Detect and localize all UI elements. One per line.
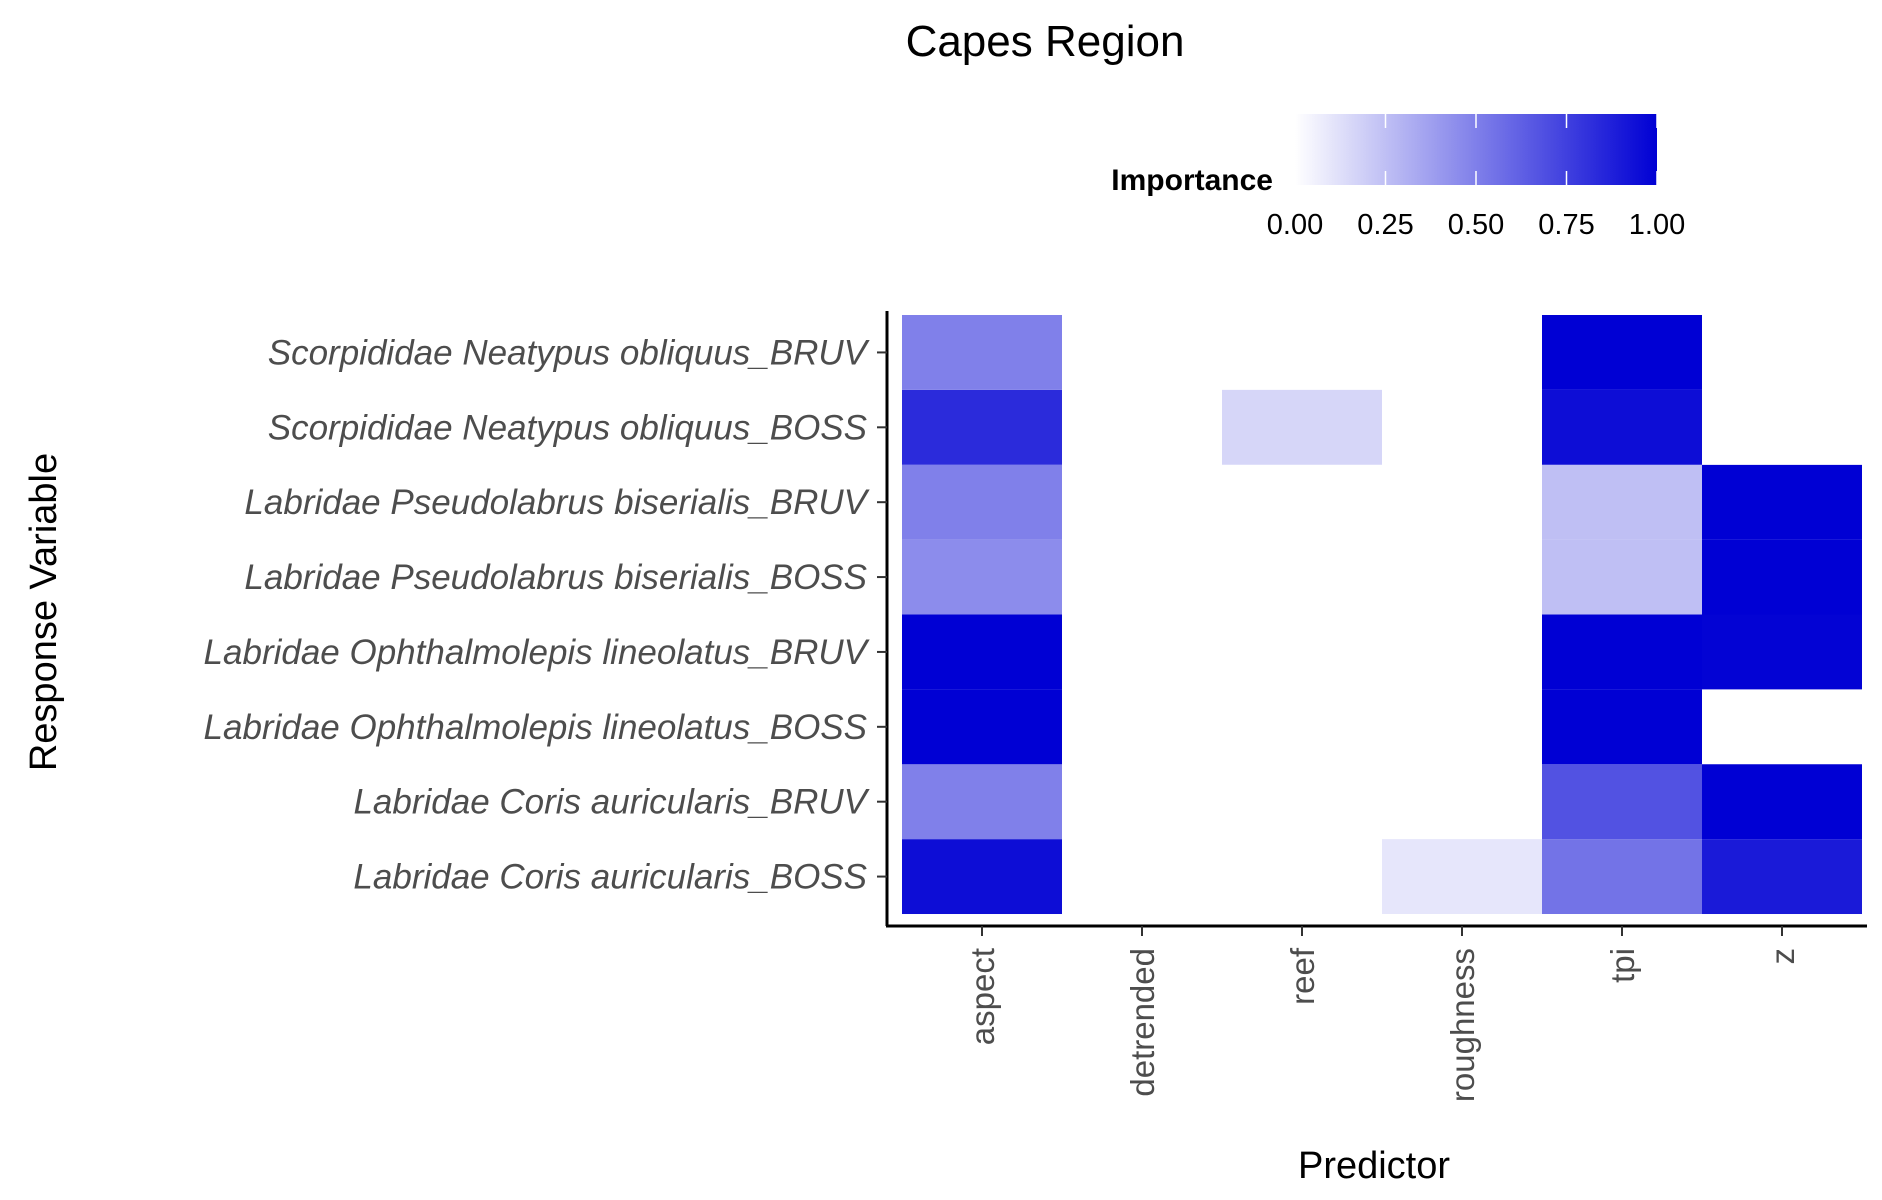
- y-axis-title: Response Variable: [23, 453, 65, 771]
- x-axis-title: Predictor: [1298, 1145, 1450, 1187]
- heatmap-cell: [1702, 389, 1862, 465]
- x-tick-label: detrended: [1124, 948, 1161, 1097]
- heatmap-cell: [1542, 689, 1702, 765]
- heatmap-cell: [1542, 464, 1702, 540]
- heatmap-cell: [1702, 539, 1862, 615]
- heatmap-cell: [902, 315, 1062, 390]
- heatmap-cells: [902, 315, 1862, 915]
- heatmap-cell: [1542, 764, 1702, 840]
- heatmap-cell: [1702, 315, 1862, 390]
- heatmap-cell: [902, 614, 1062, 690]
- heatmap-cell: [1702, 614, 1862, 690]
- x-tick-label: roughness: [1444, 948, 1481, 1102]
- y-tick-label: Labridae Pseudolabrus biserialis_BRUV: [244, 483, 870, 522]
- legend-title: Importance: [1111, 164, 1273, 197]
- legend-tick-label: 0.50: [1448, 209, 1504, 241]
- heatmap-cell: [1702, 464, 1862, 540]
- heatmap-cell: [902, 464, 1062, 540]
- legend: Importance 0.00 0.25 0.50 0.75 1.00: [1111, 114, 1685, 241]
- heatmap-cell: [1702, 839, 1862, 915]
- x-tick-label: z: [1764, 948, 1801, 965]
- heatmap-cell: [1702, 764, 1862, 840]
- heatmap-cell: [902, 539, 1062, 615]
- x-tick-label: reef: [1284, 947, 1321, 1005]
- heatmap-cell: [1222, 389, 1382, 465]
- heatmap-cell: [902, 764, 1062, 840]
- heatmap-cell: [1382, 839, 1542, 915]
- y-tick-label: Labridae Coris auricularis_BRUV: [353, 783, 870, 822]
- heatmap-cell: [1542, 539, 1702, 615]
- legend-tick-label: 0.25: [1357, 209, 1413, 241]
- y-tick-label: Labridae Pseudolabrus biserialis_BOSS: [244, 558, 867, 597]
- heatmap-cell: [1542, 315, 1702, 390]
- heatmap-cell: [1542, 839, 1702, 915]
- y-tick-label: Labridae Ophthalmolepis lineolatus_BRUV: [204, 633, 871, 672]
- legend-tick-label: 1.00: [1629, 209, 1685, 241]
- chart-title: Capes Region: [906, 17, 1185, 66]
- heatmap-cell: [1542, 614, 1702, 690]
- y-tick-label: Labridae Ophthalmolepis lineolatus_BOSS: [204, 708, 867, 747]
- heatmap-cell: [1542, 389, 1702, 465]
- y-tick-label: Labridae Coris auricularis_BOSS: [353, 858, 867, 897]
- heatmap-cell: [902, 689, 1062, 765]
- x-tick-label: aspect: [964, 948, 1001, 1045]
- y-tick-label: Scorpididae Neatypus obliquus_BRUV: [268, 333, 871, 372]
- x-tick-label: tpi: [1604, 948, 1641, 983]
- legend-tick-label: 0.00: [1267, 209, 1323, 241]
- heatmap-cell: [902, 839, 1062, 915]
- legend-tick-label: 0.75: [1538, 209, 1594, 241]
- heatmap-cell: [1382, 389, 1542, 465]
- heatmap-cell: [902, 389, 1062, 465]
- axes: aspect detrended reef roughness tpi z Labridae…: [204, 311, 1867, 1102]
- y-tick-label: Scorpididae Neatypus obliquus_BOSS: [268, 408, 867, 447]
